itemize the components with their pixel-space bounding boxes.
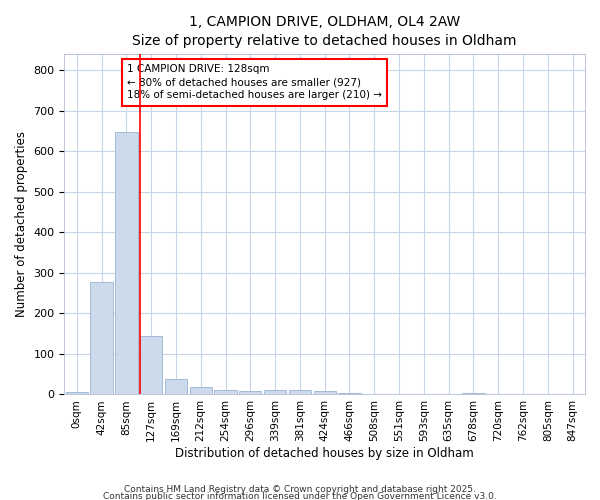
Bar	[314, 391, 336, 394]
Text: Contains HM Land Registry data © Crown copyright and database right 2025.: Contains HM Land Registry data © Crown c…	[124, 486, 476, 494]
Bar	[462, 393, 485, 394]
Bar	[264, 390, 286, 394]
Bar	[65, 392, 88, 394]
Y-axis label: Number of detached properties: Number of detached properties	[15, 131, 28, 317]
Bar	[165, 379, 187, 394]
Text: 1 CAMPION DRIVE: 128sqm
← 80% of detached houses are smaller (927)
18% of semi-d: 1 CAMPION DRIVE: 128sqm ← 80% of detache…	[127, 64, 382, 100]
Bar	[140, 336, 163, 394]
Bar	[91, 282, 113, 395]
X-axis label: Distribution of detached houses by size in Oldham: Distribution of detached houses by size …	[175, 447, 474, 460]
Title: 1, CAMPION DRIVE, OLDHAM, OL4 2AW
Size of property relative to detached houses i: 1, CAMPION DRIVE, OLDHAM, OL4 2AW Size o…	[133, 15, 517, 48]
Bar	[214, 390, 236, 394]
Text: Contains public sector information licensed under the Open Government Licence v3: Contains public sector information licen…	[103, 492, 497, 500]
Bar	[289, 390, 311, 394]
Bar	[115, 132, 137, 394]
Bar	[239, 391, 262, 394]
Bar	[338, 393, 361, 394]
Bar	[190, 387, 212, 394]
